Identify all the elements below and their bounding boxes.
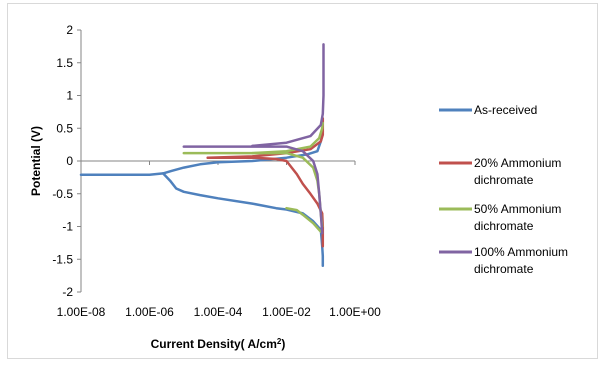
series-line-4 — [251, 43, 325, 148]
y-axis-title: Potential (V) — [29, 126, 43, 196]
series-line-4 — [182, 145, 324, 235]
x-tick-label: 1.00E+00 — [329, 305, 381, 319]
series-line-2 — [206, 117, 325, 159]
x-axis-title: Current Density( A/cm2) — [151, 337, 286, 352]
x-axis-ticks: 1.00E-08 1.00E-06 1.00E-04 1.00E-02 1.00E+00 — [57, 161, 381, 319]
x-tick-label: 1.00E-08 — [57, 305, 106, 319]
series-line-3 — [285, 206, 323, 233]
x-tick-label: 1.00E-02 — [262, 305, 311, 319]
legend-label: 50% Ammonium — [474, 202, 561, 216]
legend-label: 20% Ammonium — [474, 156, 561, 170]
y-tick-label: -1 — [62, 220, 73, 234]
legend-label: As-received — [474, 103, 537, 117]
x-axis-title-superscript: 2 — [277, 337, 282, 346]
legend-label: dichromate — [474, 173, 534, 187]
y-tick-label: 0.5 — [56, 121, 73, 135]
series-line-3 — [251, 121, 325, 155]
y-axis-ticks: -2 -1.5 -1 -0.5 0 0.5 1 1.5 2 — [52, 23, 81, 299]
x-axis-title-main: Current Density( A/cm — [151, 337, 277, 351]
legend-label: 100% Ammonium — [474, 245, 568, 259]
chart-area: -2 -1.5 -1 -0.5 0 0.5 1 1.5 2 1.00E-08 1.00E-06 1.… — [7, 3, 598, 359]
series-line-2 — [206, 156, 325, 248]
y-tick-label: 1.5 — [56, 56, 73, 70]
y-tick-label: -0.5 — [52, 187, 73, 201]
y-tick-label: 2 — [66, 23, 73, 37]
y-tick-label: -1.5 — [52, 252, 73, 266]
legend: As-received 20% Ammonium dichromate 50% Amm… — [439, 103, 568, 276]
x-tick-label: 1.00E-06 — [125, 305, 174, 319]
series-line-1 — [79, 130, 325, 177]
x-tick-label: 1.00E-04 — [194, 305, 243, 319]
chart-canvas: -2-1.5-1-0.500.511.52 1.00E-08 1.00E-06 1.… — [29, 23, 568, 352]
series-lines — [79, 43, 325, 268]
series-line-1 — [161, 172, 325, 268]
y-tick-label: 1 — [66, 89, 73, 103]
y-tick-label: 0 — [66, 154, 73, 168]
legend-label: dichromate — [474, 262, 534, 276]
x-axis-title-tail: ) — [281, 337, 285, 351]
legend-label: dichromate — [474, 219, 534, 233]
y-tick-label: -2 — [62, 285, 73, 299]
